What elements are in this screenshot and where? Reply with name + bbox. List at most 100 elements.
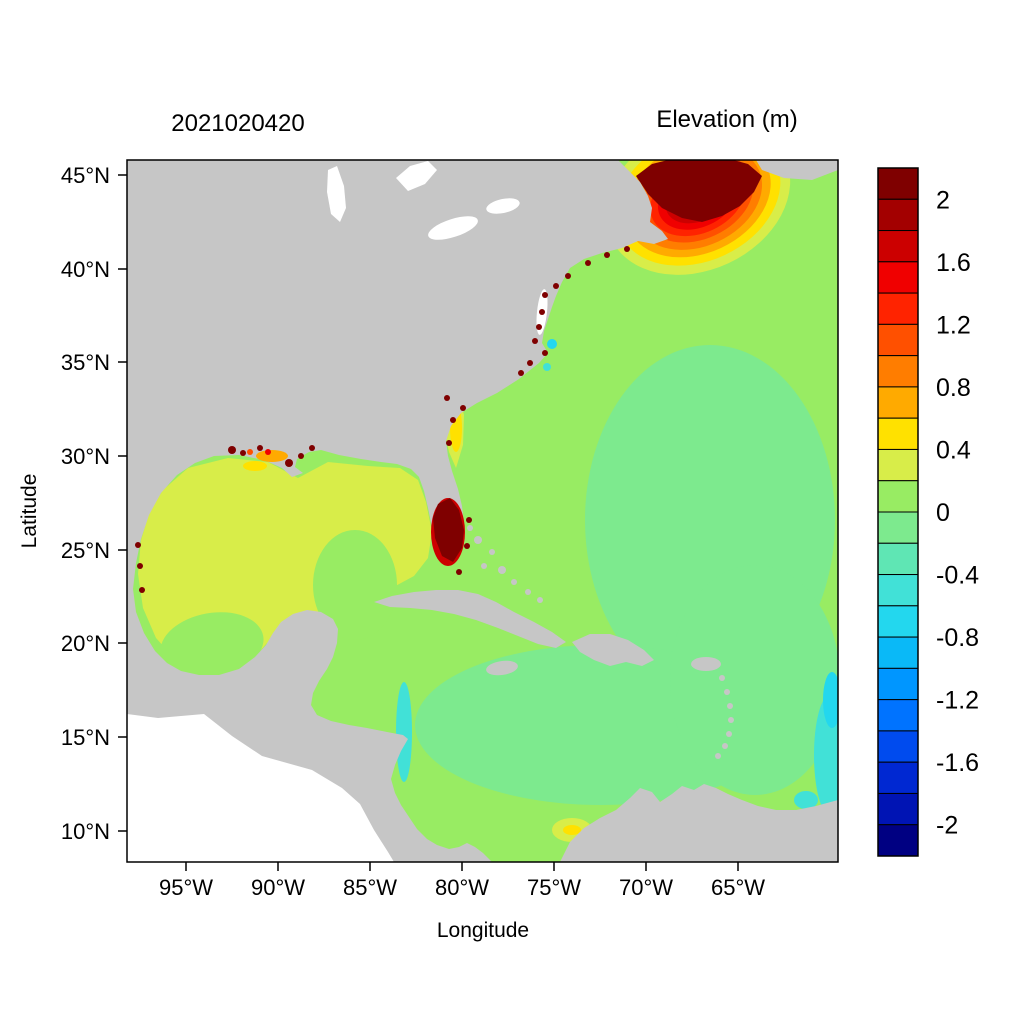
x-axis: 95°W 90°W 85°W 80°W 75°W 70°W 65°W <box>159 862 765 900</box>
y-tick-label: 20°N <box>61 631 110 656</box>
x-tick-label: 85°W <box>343 875 397 900</box>
map-feature <box>466 517 472 523</box>
y-tick-label: 15°N <box>61 725 110 750</box>
y-tick-label: 25°N <box>61 538 110 563</box>
colorbar-cell <box>877 292 919 325</box>
map-feature <box>823 672 838 728</box>
map-feature <box>309 445 315 451</box>
map-feature <box>691 657 721 671</box>
colorbar-cell <box>877 386 919 419</box>
map-feature <box>456 569 462 575</box>
colorbar-cell <box>877 448 919 482</box>
map-feature <box>481 563 487 569</box>
colorbar-cell <box>877 605 919 638</box>
map-feature <box>313 530 397 640</box>
colorbar-cell <box>877 511 919 544</box>
map-canvas <box>127 160 838 862</box>
y-axis-title: Latitude <box>18 474 41 549</box>
map-feature <box>464 543 470 549</box>
map-feature <box>228 446 236 454</box>
colorbar-cell <box>877 574 919 607</box>
map-feature <box>396 682 412 782</box>
map-feature <box>624 246 630 252</box>
colorbar-border <box>877 167 919 857</box>
colorbar-cell <box>877 480 919 513</box>
colorbar-label: 0.8 <box>936 374 971 402</box>
map-feature <box>446 440 452 446</box>
map-feature <box>444 395 450 401</box>
map-feature <box>467 525 473 531</box>
colorbar-cell <box>877 792 919 826</box>
map-feature <box>489 549 495 555</box>
plot-border <box>126 159 839 863</box>
map-feature <box>285 459 293 467</box>
map-feature <box>243 461 267 471</box>
colorbar-cell <box>877 323 919 357</box>
map-feature <box>298 453 304 459</box>
colorbar-label: -2 <box>936 812 958 840</box>
map-feature <box>327 166 346 222</box>
colorbar-label: 1.6 <box>936 249 971 277</box>
map-feature <box>511 579 517 585</box>
colorbar-cell <box>877 417 919 450</box>
map-feature <box>450 417 456 423</box>
x-tick-label: 80°W <box>435 875 489 900</box>
map-feature <box>137 563 143 569</box>
map-feature <box>604 252 610 258</box>
map-feature <box>518 370 524 376</box>
map-feature <box>756 160 838 180</box>
map-feature <box>135 542 141 548</box>
map-feature <box>715 753 721 759</box>
map-feature <box>542 292 548 298</box>
y-tick-label: 10°N <box>61 819 110 844</box>
map-feature <box>474 536 482 544</box>
map-feature <box>127 160 668 862</box>
y-tick-label: 35°N <box>61 350 110 375</box>
map-feature <box>670 565 838 795</box>
map-feature <box>257 445 263 451</box>
map-feature <box>433 498 464 562</box>
map-feature <box>240 450 246 456</box>
map-feature <box>585 260 591 266</box>
map-feature <box>374 590 566 648</box>
map-feature <box>728 717 734 723</box>
colorbar-label: -1.6 <box>936 749 979 777</box>
colorbar-label: 0.4 <box>936 436 971 464</box>
colorbar-cell <box>877 198 919 232</box>
map-feature <box>636 160 762 222</box>
colorbar-label: -0.4 <box>936 562 979 590</box>
map-feature <box>560 784 838 862</box>
colorbar-title: Elevation (m) <box>656 106 797 133</box>
colorbar-cell <box>877 699 919 732</box>
map-feature <box>719 675 725 681</box>
map-feature <box>726 731 732 737</box>
map-feature <box>727 703 733 709</box>
map-feature <box>396 161 437 191</box>
y-tick-label: 40°N <box>61 257 110 282</box>
map-feature <box>542 350 548 356</box>
colorbar-cell <box>877 167 919 200</box>
colorbar-cell <box>877 761 919 794</box>
map-feature <box>539 309 545 315</box>
map-feature <box>265 449 271 455</box>
colorbar-cell <box>877 355 919 388</box>
map-feature <box>256 450 288 462</box>
map-feature <box>722 743 728 749</box>
map-feature <box>711 661 717 667</box>
y-tick-label: 45°N <box>61 163 110 188</box>
colorbar-label: 2 <box>936 186 950 214</box>
map-feature <box>127 714 394 862</box>
x-tick-label: 90°W <box>251 875 305 900</box>
map-feature <box>794 791 818 809</box>
y-tick-label: 30°N <box>61 444 110 469</box>
x-tick-label: 65°W <box>711 875 765 900</box>
map-feature <box>547 339 557 349</box>
colorbar: 2 1.6 1.2 0.8 0.4 0 -0.4 -0.8 -1.2 -1.6 -2 <box>877 167 979 857</box>
colorbar-cell <box>877 730 919 763</box>
map-feature <box>536 324 542 330</box>
map-feature <box>553 283 559 289</box>
map-feature <box>460 405 466 411</box>
map-feature <box>486 198 520 214</box>
